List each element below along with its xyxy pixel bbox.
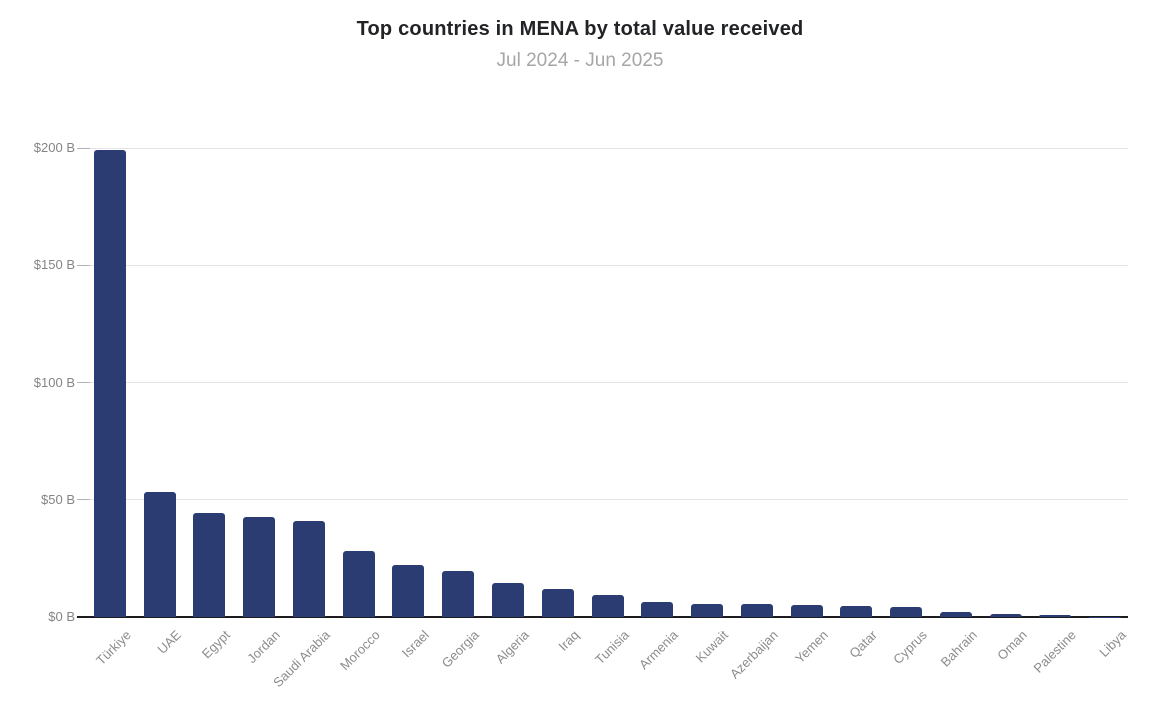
bar-azerbaijan <box>740 604 773 617</box>
chart-subtitle: Jul 2024 - Jun 2025 <box>496 50 664 71</box>
bar-cyprus <box>890 607 923 617</box>
bar-morocco <box>342 551 375 617</box>
y-axis-tick-label: $100 B <box>33 374 75 390</box>
bar-tunisia <box>591 594 624 617</box>
bar-jordan <box>243 517 276 617</box>
bar-türkiye <box>93 150 126 617</box>
chart-title: Top countries in MENA by total value rec… <box>356 18 804 40</box>
gridline <box>77 147 1128 149</box>
bar-palestine <box>1039 615 1072 617</box>
gridline <box>77 499 1128 501</box>
y-axis-tick-mark <box>77 147 90 149</box>
y-axis-tick-label: $0 B <box>48 609 75 624</box>
bar-bahrain <box>939 611 972 617</box>
bar-iraq <box>541 588 574 617</box>
gridline <box>77 264 1128 266</box>
x-axis-line <box>77 616 1128 618</box>
bar-egypt <box>193 512 226 617</box>
y-axis-tick-label: $150 B <box>33 257 75 273</box>
bar-kuwait <box>691 604 724 617</box>
y-axis-tick-mark <box>77 499 90 501</box>
y-axis-tick-mark <box>77 382 90 383</box>
y-axis-tick-label: $50 B <box>41 491 75 507</box>
bar-armenia <box>641 602 674 617</box>
bar-israel <box>392 565 425 617</box>
bar-saudi-arabia <box>292 520 325 617</box>
bar-oman <box>989 613 1022 617</box>
bar-qatar <box>840 605 873 617</box>
bar-yemen <box>790 604 823 617</box>
bar-algeria <box>491 583 524 617</box>
plot-area: $0 B $50 B $100 B $150 B $200 B Türkiye UAE Egy… <box>34 141 1130 691</box>
y-axis-tick-label: $200 B <box>33 140 75 155</box>
bar-georgia <box>442 571 475 617</box>
y-axis-tick-mark <box>77 264 90 266</box>
bar-uae <box>143 491 176 617</box>
gridline <box>77 382 1128 383</box>
